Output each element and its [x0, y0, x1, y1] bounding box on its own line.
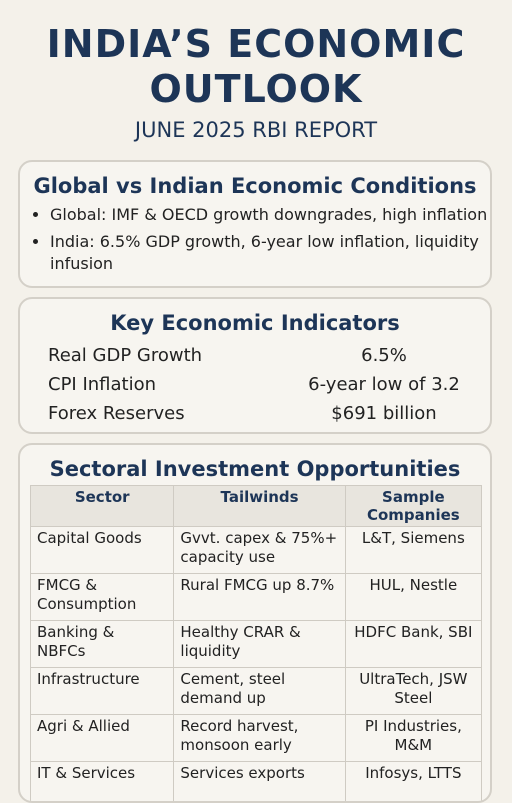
table-cell: Healthy CRAR & liquidity	[174, 621, 345, 668]
table-cell: Agri & Allied	[31, 715, 174, 762]
table-cell: Capital Goods	[31, 527, 174, 574]
indicator-label: CPI Inflation	[20, 374, 298, 395]
card-title: Key Economic Indicators	[20, 311, 490, 335]
indicator-value: 6.5%	[298, 345, 490, 366]
card-title: Global vs Indian Economic Conditions	[20, 174, 490, 198]
table-cell: Infrastructure	[31, 668, 174, 715]
bullet: Global: IMF & OECD growth downgrades, hi…	[50, 204, 490, 226]
table-cell: L&T, Siemens	[345, 527, 481, 574]
indicator-row: Forex Reserves$691 billion	[20, 399, 490, 428]
sectors-card: Sectoral Investment Opportunities Sector…	[18, 443, 492, 803]
conditions-card: Global vs Indian Economic Conditions Glo…	[18, 160, 492, 288]
table-cell: Rural FMCG up 8.7%	[174, 574, 345, 621]
table-cell: Record harvest, monsoon early	[174, 715, 345, 762]
card-title: Sectoral Investment Opportunities	[20, 457, 490, 481]
table-cell: Gvvt. capex & 75%+ capacity use	[174, 527, 345, 574]
table-cell: HDFC Bank, SBI	[345, 621, 481, 668]
column-header: Sample Companies	[345, 486, 481, 527]
table-cell: HUL, Nestle	[345, 574, 481, 621]
indicator-label: Real GDP Growth	[20, 345, 298, 366]
table-cell: Cement, steel demand up	[174, 668, 345, 715]
page: India's Economic Outlook html, body { ma…	[0, 0, 512, 768]
root: {"header": {"title": "INDIA’S ECONOMIC O…	[0, 0, 512, 768]
title: INDIA’S ECONOMIC OUTLOOK	[0, 22, 512, 112]
bullet: India: 6.5% GDP growth, 6-year low infla…	[50, 231, 490, 275]
table-cell: Banking & NBFCs	[31, 621, 174, 668]
column-header: Sector	[31, 486, 174, 527]
indicator-value: $691 billion	[298, 403, 490, 424]
indicator-value: 6-year low of 3.2	[298, 374, 490, 395]
indicator-label: Forex Reserves	[20, 403, 298, 424]
subtitle: JUNE 2025 RBI REPORT	[0, 118, 512, 142]
column-header: Tailwinds	[174, 486, 345, 527]
table-cell: UltraTech, JSW Steel	[345, 668, 481, 715]
table-cell: PI Industries, M&M	[345, 715, 481, 762]
table-cell: FMCG & Consumption	[31, 574, 174, 621]
bullet-list: Global: IMF & OECD growth downgrades, hi…	[20, 204, 490, 275]
